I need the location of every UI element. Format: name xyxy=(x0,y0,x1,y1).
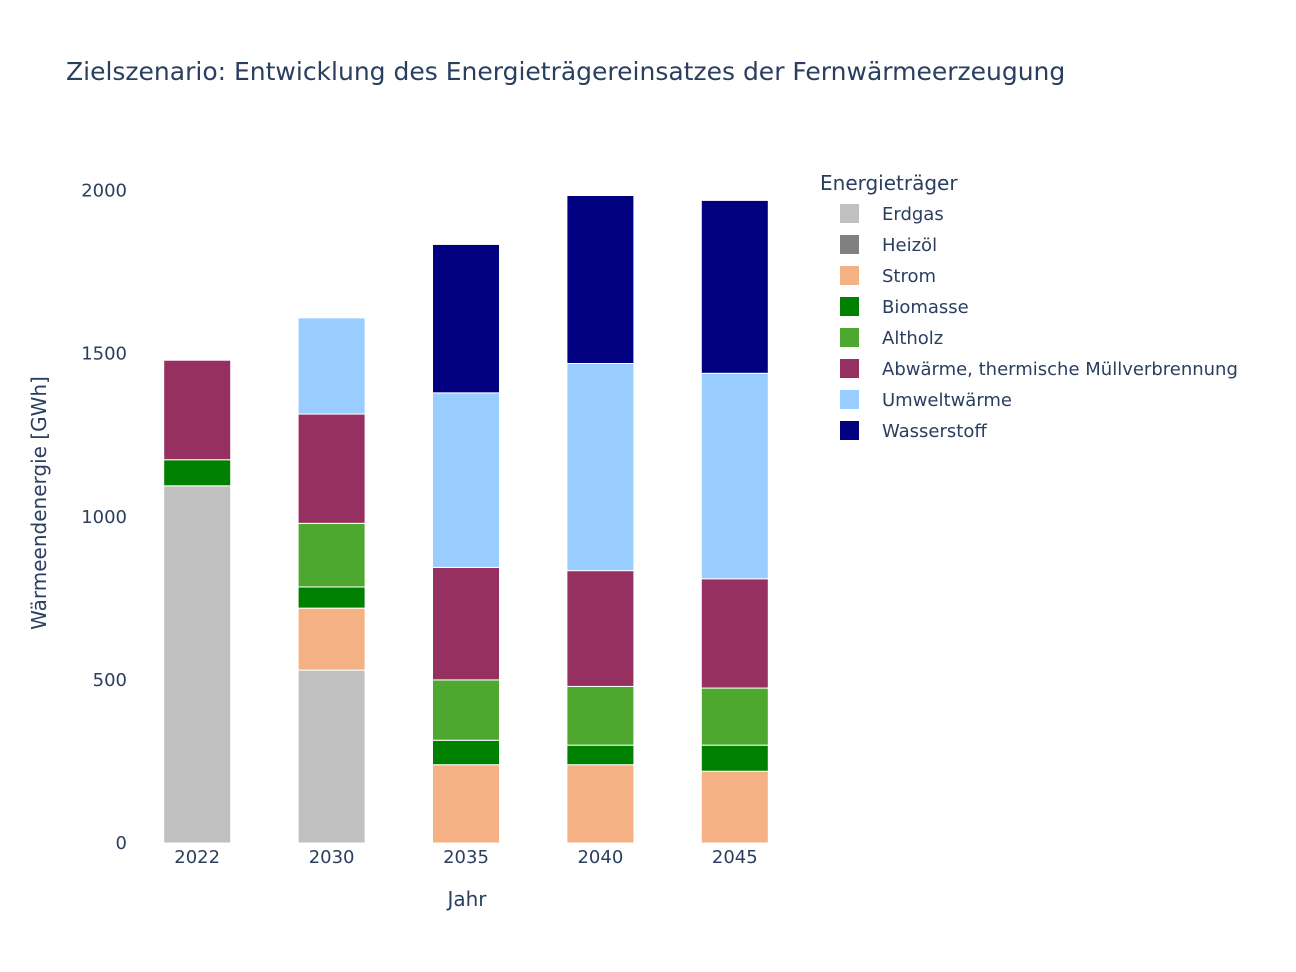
y-tick-label: 0 xyxy=(116,833,127,854)
legend-swatch xyxy=(840,390,859,409)
legend-swatch xyxy=(840,235,859,254)
legend-label: Altholz xyxy=(882,328,943,349)
bar-segment xyxy=(163,459,232,487)
x-axis-label: Jahr xyxy=(445,887,487,911)
legend-swatch xyxy=(840,359,859,378)
x-tick-label: 2045 xyxy=(712,847,758,868)
bar-segment xyxy=(700,578,769,689)
bars xyxy=(163,195,769,844)
bar-segment xyxy=(297,317,366,415)
legend-label: Strom xyxy=(882,266,936,287)
y-axis-ticks: 0 500 1000 1500 2000 xyxy=(81,181,127,854)
legend: Energieträger Erdgas Heizöl Strom Biomasse A… xyxy=(820,171,1238,442)
bar-segment xyxy=(432,739,500,766)
legend-label: Abwärme, thermische Müllverbrennung xyxy=(882,359,1238,380)
y-tick-label: 1000 xyxy=(81,507,127,528)
legend-swatch xyxy=(840,204,859,223)
bar-segment xyxy=(700,687,769,746)
x-axis-ticks: 2022 2030 2035 2040 2045 xyxy=(174,847,757,868)
bar-segment xyxy=(297,413,366,524)
bar-segment xyxy=(566,195,635,364)
y-tick-label: 2000 xyxy=(81,181,127,202)
y-tick-label: 500 xyxy=(93,670,127,691)
x-tick-label: 2035 xyxy=(443,847,489,868)
bar-segment xyxy=(566,570,635,687)
bar-segment xyxy=(163,359,232,461)
bar-segment xyxy=(566,685,635,746)
y-axis-label: Wärmeendenergie [GWh] xyxy=(27,376,51,630)
legend-swatch xyxy=(840,421,859,440)
legend-swatch xyxy=(840,328,859,347)
legend-label: Erdgas xyxy=(882,204,944,225)
bar-segment xyxy=(297,586,366,609)
legend-swatch xyxy=(840,266,859,285)
chart-title: Zielszenario: Entwicklung des Energieträ… xyxy=(66,57,1065,86)
bar-segment xyxy=(700,744,769,772)
x-tick-label: 2022 xyxy=(174,847,220,868)
x-tick-label: 2040 xyxy=(577,847,623,868)
bar-segment xyxy=(163,485,232,844)
bar-segment xyxy=(700,770,769,844)
legend-label: Umweltwärme xyxy=(882,390,1012,411)
bar-segment xyxy=(297,607,366,671)
bar-segment xyxy=(297,669,366,844)
bar-segment xyxy=(432,392,500,568)
bar-segment xyxy=(432,764,500,844)
bar-segment xyxy=(432,679,500,741)
legend-label: Heizöl xyxy=(882,235,937,256)
bar-segment xyxy=(432,566,500,681)
bar-segment xyxy=(566,764,635,844)
legend-items: Erdgas Heizöl Strom Biomasse Altholz Abwärme,… xyxy=(840,204,1238,442)
legend-label: Biomasse xyxy=(882,297,969,318)
bar-segment xyxy=(432,243,500,394)
legend-swatch xyxy=(840,297,859,316)
bar-segment xyxy=(700,199,769,374)
legend-label: Wasserstoff xyxy=(882,421,987,442)
bar-segment xyxy=(297,522,366,588)
bar-segment xyxy=(566,744,635,766)
y-tick-label: 1500 xyxy=(81,344,127,365)
x-tick-label: 2030 xyxy=(309,847,355,868)
bar-segment xyxy=(700,372,769,580)
bar-segment xyxy=(566,363,635,572)
legend-title: Energieträger xyxy=(820,171,958,195)
